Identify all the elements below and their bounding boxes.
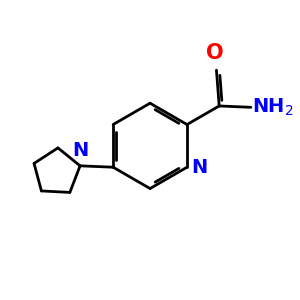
Text: N: N xyxy=(191,158,208,177)
Text: O: O xyxy=(206,43,224,63)
Text: NH$_2$: NH$_2$ xyxy=(252,97,294,118)
Text: N: N xyxy=(73,141,89,160)
